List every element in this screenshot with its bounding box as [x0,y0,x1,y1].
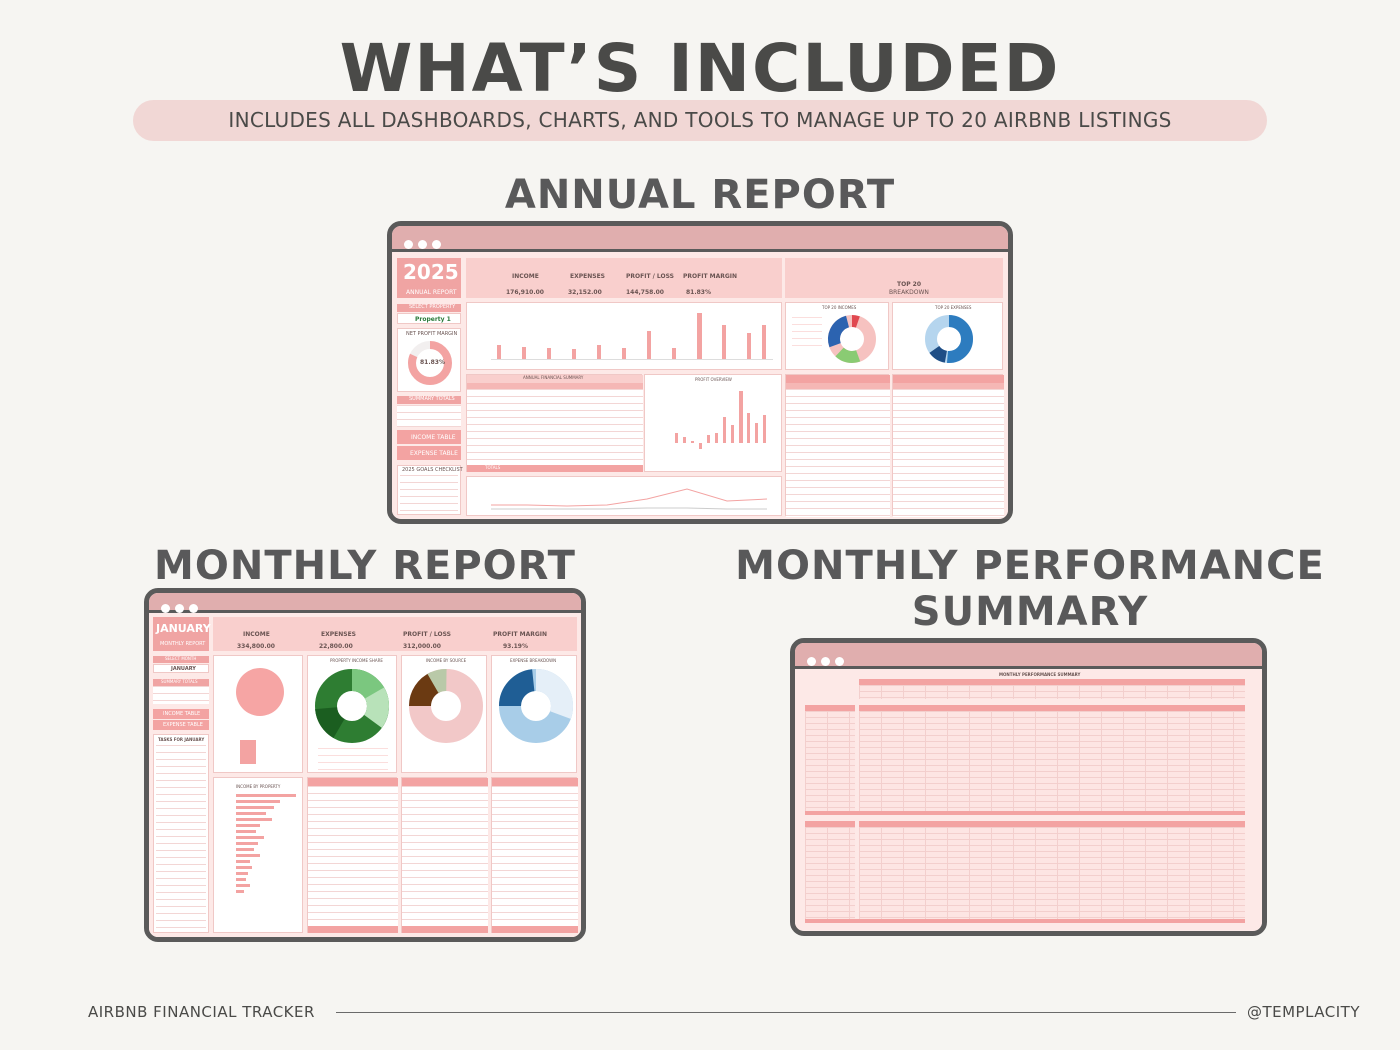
window-dot-icon [404,240,413,249]
expense-table-button[interactable]: EXPENSE TABLE [397,446,461,460]
window-dot-icon [432,240,441,249]
property-income-donut: PROPERTY INCOME SHARE [307,655,397,773]
window-dot-icon [821,657,830,666]
window-dot-icon [835,657,844,666]
income-performance-table [859,711,1245,811]
annual-label: ANNUAL REPORT [406,289,457,296]
margin-donut [408,341,452,385]
trend-line-chart [466,476,782,516]
month-select[interactable]: JANUARY [153,664,209,673]
section-title-performance: MONTHLY PERFORMANCE SUMMARY [730,543,1330,635]
top-incomes-donut: TOP 20 INCOMES [785,302,889,370]
section-title-line: SUMMARY [911,589,1149,635]
income-expense-bar-chart [466,302,782,370]
income-by-property-chart: INCOME BY PROPERTY [213,777,303,933]
subtitle-banner: INCLUDES ALL DASHBOARDS, CHARTS, AND TOO… [133,100,1267,141]
footer-divider [336,1012,1236,1013]
section-title-monthly: MONTHLY REPORT [154,543,576,589]
income-table-button[interactable]: INCOME TABLE [397,430,461,444]
window-dot-icon [161,604,170,613]
monthly-report-window: JANUARY MONTHLY REPORT SELECT MONTH JANU… [144,588,586,942]
footer-handle: @TEMPLACITY [1246,1003,1360,1021]
expense-breakdown-donut: EXPENSE BREAKDOWN [491,655,577,773]
section-title-annual: ANNUAL REPORT [504,172,896,218]
section-title-line: MONTHLY PERFORMANCE [735,543,1325,589]
income-table-button[interactable]: INCOME TABLE [153,709,209,719]
income-by-source-donut: INCOME BY SOURCE [401,655,487,773]
net-profit-margin-label: NET PROFIT MARGIN [406,331,458,337]
year-text: 2025 [403,260,459,284]
window-dot-icon [189,604,198,613]
profit-overview-chart: PROFIT OVERVIEW [644,374,782,472]
window-titlebar [795,643,1262,669]
window-dot-icon [807,657,816,666]
year-badge: 2025 ANNUAL REPORT [397,258,461,298]
income-expense-pie [213,655,303,773]
goals-checklist: 2025 GOALS CHECKLIST [402,467,463,473]
annual-report-window: 2025 ANNUAL REPORT SELECT PROPERTY Prope… [387,221,1013,524]
performance-summary-window: MONTHLY PERFORMANCE SUMMARY [790,638,1267,936]
window-dot-icon [418,240,427,249]
monthly-kpi-band: INCOME 334,800.00 EXPENSES 22,800.00 PRO… [213,617,577,651]
property-select[interactable]: Property 1 [397,313,461,324]
expense-table-button[interactable]: EXPENSE TABLE [153,720,209,730]
page-title: WHAT’S INCLUDED [339,30,1061,107]
window-dot-icon [175,604,184,613]
annual-kpi-band: INCOME 176,910.00 EXPENSES 32,152.00 PRO… [466,258,782,298]
window-titlebar [392,226,1008,252]
window-titlebar [149,593,581,613]
footer-brand: AIRBNB FINANCIAL TRACKER [88,1003,315,1021]
select-property-label: SELECT PROPERTY [409,304,456,310]
top-expenses-donut: TOP 20 EXPENSES [892,302,1003,370]
expense-performance-table [859,827,1245,919]
month-title: JANUARY [156,622,211,635]
performance-title: MONTHLY PERFORMANCE SUMMARY [999,672,1081,677]
